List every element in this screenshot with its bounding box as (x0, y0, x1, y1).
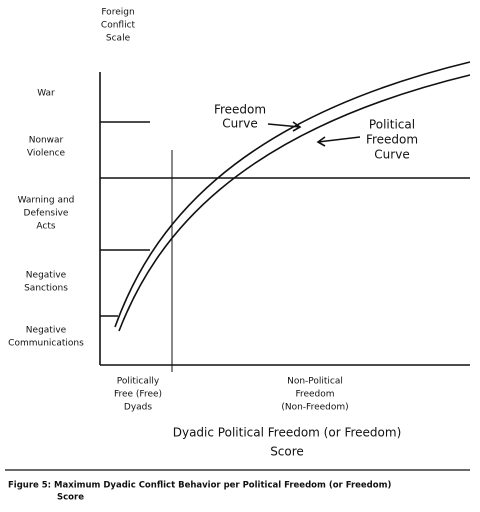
level-label: Violence (27, 149, 66, 159)
level-label: Nonwar (29, 136, 64, 146)
region-label: (Non-Freedom) (281, 403, 348, 413)
axis-title: Foreign (101, 8, 134, 18)
curve-label: Freedom (214, 103, 266, 117)
axes (99, 72, 470, 372)
level-label: Acts (36, 222, 55, 232)
level-label: Negative (26, 271, 67, 281)
curves (114, 61, 471, 332)
curve-label: Political (369, 118, 415, 132)
level-label: War (37, 89, 55, 99)
level-label: Warning and (18, 196, 75, 206)
region-label: Politically (117, 377, 160, 387)
level-label: Sanctions (24, 284, 68, 294)
labels: Foreign Conflict Scale War Nonwar Violence War… (8, 8, 418, 503)
level-label: Negative (26, 326, 67, 336)
curve-label: Freedom (366, 133, 418, 147)
axis-title: Conflict (101, 21, 136, 31)
axis-title: Scale (106, 34, 131, 44)
level-label: Defensive (24, 209, 69, 219)
region-label: Dyads (124, 403, 152, 413)
x-axis-title: Dyadic Political Freedom (or Freedom) (173, 426, 402, 440)
x-axis-title: Score (270, 445, 304, 459)
curve-label: Curve (374, 148, 409, 162)
caption: Figure 5: Maximum Dyadic Conflict Behavi… (8, 481, 391, 491)
curve-label: Curve (222, 117, 257, 131)
region-label: Free (Free) (114, 390, 162, 400)
region-label: Freedom (295, 390, 334, 400)
region-label: Non-Political (287, 377, 343, 387)
level-label: Communications (8, 339, 84, 349)
caption: Score (57, 493, 84, 503)
